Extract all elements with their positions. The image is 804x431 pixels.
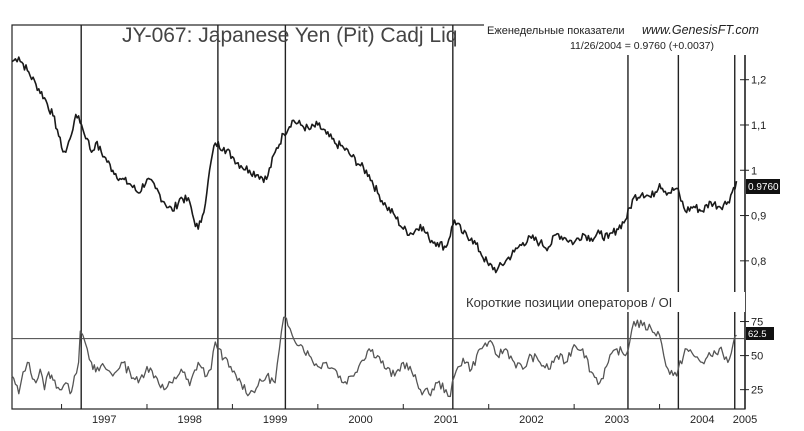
price-series (11, 56, 738, 274)
x-tick-label-4: 2001 (434, 414, 458, 426)
signal-lines (80, 25, 736, 409)
indicator-y-tick-label-0: 75 (751, 317, 763, 329)
header-mask (484, 21, 784, 55)
price-y-tick-label-1: 1,1 (751, 120, 766, 132)
indicator-line (11, 316, 737, 398)
price-readout: 11/26/2004 = 0.9760 (+0.0037) (570, 40, 714, 52)
indicator-y-tick-label-2: 25 (751, 385, 763, 397)
indicator-series (11, 316, 737, 398)
x-tick-label-5: 2002 (519, 414, 543, 426)
indicator-title: Короткие позиции операторов / OI (466, 295, 672, 310)
price-y-tick-label-3: 0,9 (751, 211, 766, 223)
source-label: www.GenesisFT.com (642, 23, 759, 37)
indicator-last-value: 62.5 (748, 329, 767, 340)
x-axis: 1997 1998 1999 2000 2001 2002 2003 2004 2005 (61, 404, 757, 426)
price-y-tick-label-0: 1,2 (751, 75, 766, 87)
indicator-last-badge (746, 327, 774, 340)
x-tick-label-8: 2005 (733, 414, 757, 426)
price-y-axis: 1,2 1,1 1 0,9 0,8 (740, 75, 766, 268)
price-y-tick-label-4: 0,8 (751, 256, 766, 268)
x-tick-label-0: 1997 (92, 414, 116, 426)
x-tick-label-7: 2004 (690, 414, 714, 426)
chart-subtitle-left: Еженедельные показатели (487, 25, 625, 37)
indicator-title-mask (462, 292, 745, 312)
x-tick-label-3: 2000 (348, 414, 372, 426)
x-tick-label-2: 1999 (263, 414, 287, 426)
price-line (11, 56, 738, 274)
indicator-y-axis: 75 50 25 (740, 317, 763, 397)
x-tick-label-1: 1998 (177, 414, 201, 426)
price-y-tick-label-2: 1 (751, 165, 757, 177)
price-last-badge (746, 179, 780, 194)
x-tick-label-6: 2003 (605, 414, 629, 426)
chart-title: JY-067: Japanese Yen (Pit) Cadj Liq (122, 24, 457, 47)
price-last-value: 0.9760 (748, 182, 779, 193)
indicator-y-tick-label-1: 50 (751, 351, 763, 363)
